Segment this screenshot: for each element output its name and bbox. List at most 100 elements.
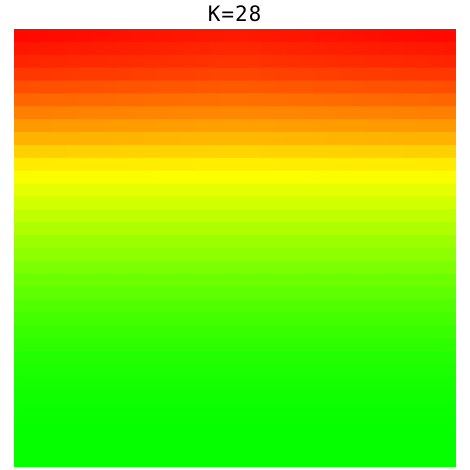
heatmap-cell bbox=[196, 351, 210, 365]
heatmap-cell bbox=[261, 325, 275, 339]
heatmap-cell bbox=[222, 67, 236, 82]
heatmap-cell bbox=[365, 157, 379, 172]
heatmap-cell bbox=[300, 106, 314, 120]
heatmap-cell bbox=[209, 41, 223, 56]
heatmap-cell bbox=[326, 170, 340, 185]
heatmap-cell bbox=[443, 119, 456, 133]
heatmap-cell bbox=[378, 389, 392, 404]
heatmap-cell bbox=[196, 402, 210, 417]
heatmap-cell bbox=[209, 260, 223, 275]
heatmap-cell bbox=[222, 248, 236, 262]
heatmap-cell bbox=[443, 441, 456, 455]
heatmap-cell bbox=[40, 196, 54, 210]
heatmap-cell bbox=[391, 93, 405, 107]
heatmap-cell bbox=[66, 312, 80, 326]
heatmap-cell bbox=[417, 260, 431, 275]
heatmap-cell bbox=[144, 299, 158, 314]
heatmap-cell bbox=[40, 428, 54, 442]
heatmap-cell bbox=[339, 132, 353, 146]
heatmap-cell bbox=[79, 196, 93, 210]
heatmap-cell bbox=[53, 312, 67, 326]
heatmap-cell bbox=[118, 312, 132, 326]
heatmap-plot-area bbox=[14, 29, 456, 467]
heatmap-cell bbox=[378, 93, 392, 107]
heatmap-cell bbox=[443, 325, 456, 339]
heatmap-cell bbox=[53, 351, 67, 365]
heatmap-cell bbox=[235, 196, 249, 210]
heatmap-cell bbox=[40, 338, 54, 352]
heatmap-cell bbox=[157, 402, 171, 417]
heatmap-cell bbox=[430, 363, 444, 378]
heatmap-cell bbox=[248, 67, 262, 82]
heatmap-cell bbox=[196, 132, 210, 146]
heatmap-cell bbox=[196, 312, 210, 326]
heatmap-cell bbox=[105, 183, 119, 198]
heatmap-cell bbox=[235, 41, 249, 56]
heatmap-cell bbox=[326, 248, 340, 262]
heatmap-cell bbox=[79, 106, 93, 120]
heatmap-cell bbox=[183, 273, 197, 288]
heatmap-cell bbox=[352, 29, 366, 43]
heatmap-cell bbox=[131, 54, 145, 69]
heatmap-cell bbox=[430, 209, 444, 223]
heatmap-cell bbox=[261, 157, 275, 172]
heatmap-cell bbox=[118, 54, 132, 69]
heatmap-cell bbox=[326, 299, 340, 314]
heatmap-cell bbox=[235, 415, 249, 429]
heatmap-cell bbox=[79, 209, 93, 223]
heatmap-cell bbox=[391, 441, 405, 455]
heatmap-cell bbox=[105, 248, 119, 262]
heatmap-cell bbox=[430, 157, 444, 172]
heatmap-cell bbox=[40, 376, 54, 391]
heatmap-cell bbox=[196, 454, 210, 467]
heatmap-cell bbox=[118, 209, 132, 223]
heatmap-cell bbox=[53, 441, 67, 455]
heatmap-cell bbox=[326, 222, 340, 236]
heatmap-cell bbox=[79, 157, 93, 172]
heatmap-cell bbox=[313, 41, 327, 56]
heatmap-cell bbox=[391, 428, 405, 442]
heatmap-cell bbox=[66, 286, 80, 301]
heatmap-cell bbox=[443, 428, 456, 442]
heatmap-cell bbox=[79, 54, 93, 69]
heatmap-cell bbox=[404, 338, 418, 352]
heatmap-cell bbox=[300, 119, 314, 133]
heatmap-cell bbox=[326, 286, 340, 301]
heatmap-cell bbox=[53, 132, 67, 146]
heatmap-cell bbox=[378, 183, 392, 198]
heatmap-cell bbox=[313, 376, 327, 391]
heatmap-cell bbox=[196, 325, 210, 339]
heatmap-cell bbox=[300, 144, 314, 159]
heatmap-cell bbox=[378, 196, 392, 210]
heatmap-cell bbox=[417, 29, 431, 43]
heatmap-cell bbox=[300, 54, 314, 69]
heatmap-cell bbox=[261, 351, 275, 365]
heatmap-cell bbox=[196, 67, 210, 82]
heatmap-cell bbox=[144, 273, 158, 288]
heatmap-cell bbox=[183, 41, 197, 56]
heatmap-cell bbox=[92, 454, 106, 467]
heatmap-cell bbox=[209, 119, 223, 133]
heatmap-cell bbox=[300, 273, 314, 288]
heatmap-cell bbox=[326, 389, 340, 404]
heatmap-cell bbox=[352, 363, 366, 378]
heatmap-cell bbox=[40, 441, 54, 455]
heatmap-cell bbox=[326, 338, 340, 352]
heatmap-cell bbox=[183, 389, 197, 404]
heatmap-cell bbox=[14, 157, 28, 172]
heatmap-cell bbox=[92, 196, 106, 210]
heatmap-cell bbox=[27, 235, 41, 249]
heatmap-cell bbox=[235, 441, 249, 455]
heatmap-cell bbox=[196, 260, 210, 275]
heatmap-cell bbox=[183, 260, 197, 275]
heatmap-cell bbox=[339, 80, 353, 95]
heatmap-cell bbox=[378, 209, 392, 223]
heatmap-cell bbox=[170, 54, 184, 69]
heatmap-cell bbox=[79, 286, 93, 301]
heatmap-cell bbox=[430, 41, 444, 56]
heatmap-cell bbox=[287, 273, 301, 288]
heatmap-cell bbox=[40, 415, 54, 429]
heatmap-cell bbox=[170, 428, 184, 442]
heatmap-cell bbox=[417, 222, 431, 236]
